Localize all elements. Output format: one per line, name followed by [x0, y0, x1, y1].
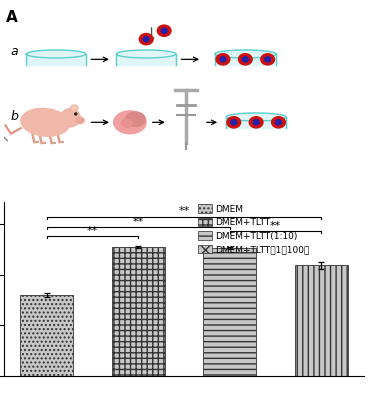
Ellipse shape	[125, 112, 145, 126]
Ellipse shape	[21, 108, 70, 136]
Text: **: **	[270, 221, 281, 231]
Bar	[226, 117, 286, 128]
Text: **: **	[132, 216, 144, 226]
Text: A: A	[6, 10, 17, 25]
Bar	[116, 54, 176, 65]
Ellipse shape	[238, 54, 252, 65]
Ellipse shape	[261, 54, 275, 65]
Ellipse shape	[75, 113, 77, 115]
Ellipse shape	[215, 50, 276, 58]
Ellipse shape	[227, 117, 241, 128]
Ellipse shape	[265, 57, 270, 62]
Bar	[203, 248, 256, 376]
Ellipse shape	[72, 106, 77, 110]
Ellipse shape	[114, 111, 146, 134]
Bar	[149, 192, 164, 204]
Text: **: **	[178, 206, 190, 216]
Ellipse shape	[76, 117, 84, 124]
Bar	[295, 266, 348, 376]
Ellipse shape	[253, 120, 259, 125]
Ellipse shape	[249, 117, 263, 128]
Ellipse shape	[26, 50, 86, 58]
Ellipse shape	[139, 34, 153, 45]
Ellipse shape	[71, 105, 78, 111]
Bar	[112, 247, 165, 376]
Ellipse shape	[121, 119, 132, 127]
Text: b: b	[10, 110, 18, 123]
Text: a: a	[10, 45, 18, 58]
Ellipse shape	[272, 117, 285, 128]
Bar	[215, 54, 276, 65]
Ellipse shape	[116, 50, 176, 58]
Ellipse shape	[143, 36, 149, 42]
Ellipse shape	[243, 57, 248, 62]
Ellipse shape	[276, 120, 282, 125]
Ellipse shape	[216, 54, 230, 65]
Ellipse shape	[226, 113, 286, 121]
Ellipse shape	[161, 28, 167, 33]
Bar	[26, 54, 86, 65]
Ellipse shape	[220, 57, 226, 62]
Legend: DMEM, DMEM+TLTT, DMEM+TLTT(1:10), DMEM+TLTT（1：100）: DMEM, DMEM+TLTT, DMEM+TLTT(1:10), DMEM+T…	[196, 202, 312, 256]
Bar	[20, 295, 73, 376]
Ellipse shape	[60, 108, 80, 127]
Ellipse shape	[157, 25, 171, 36]
Ellipse shape	[231, 120, 237, 125]
Text: **: **	[87, 226, 98, 236]
